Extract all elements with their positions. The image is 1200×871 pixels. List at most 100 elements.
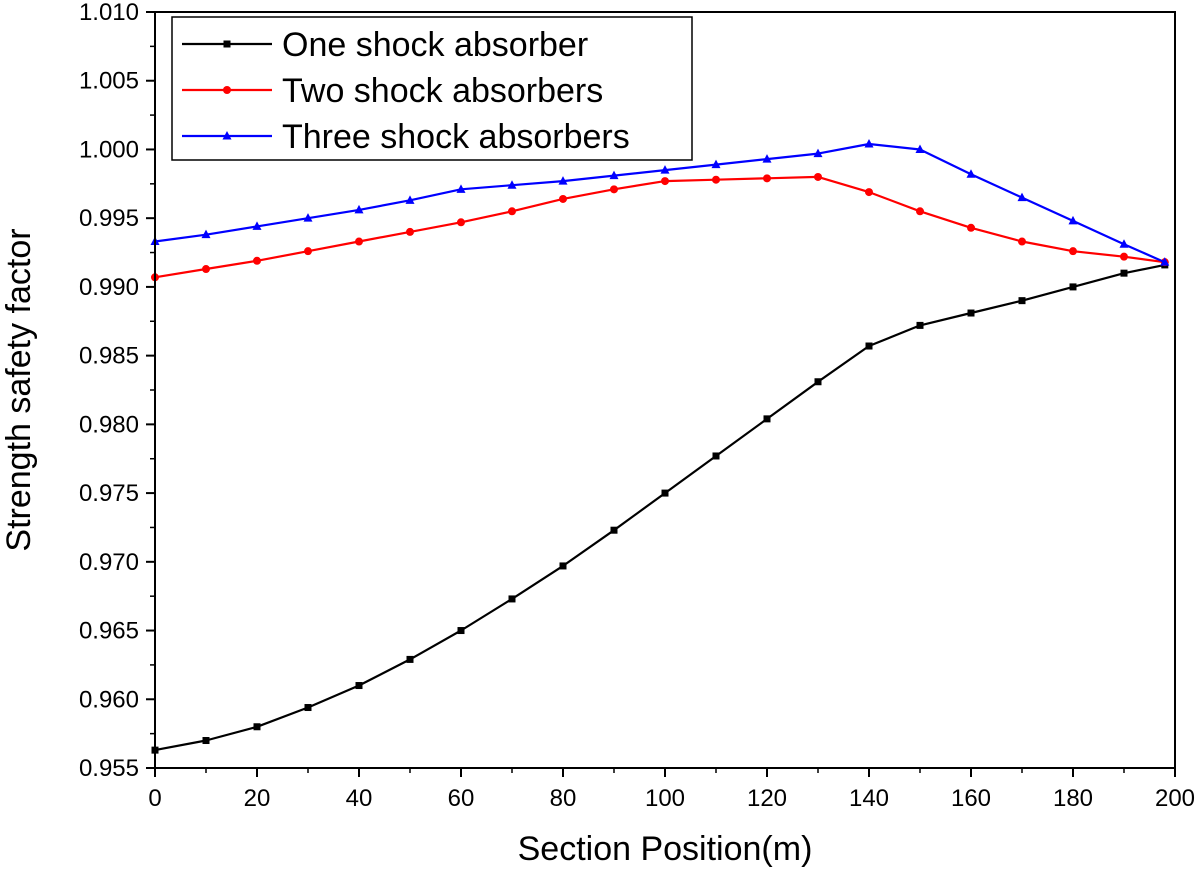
data-point — [202, 737, 210, 745]
series-2 — [151, 172, 1169, 282]
x-tick-label: 60 — [448, 785, 475, 812]
data-point — [966, 169, 976, 178]
data-point — [252, 221, 262, 230]
plot-area-frame — [154, 11, 1176, 769]
data-point — [1119, 239, 1129, 248]
y-tick-label: 0.985 — [79, 343, 139, 370]
data-point — [712, 452, 720, 460]
data-point — [711, 159, 721, 169]
legend-marker — [223, 86, 231, 94]
data-point — [507, 180, 517, 189]
data-point — [967, 223, 975, 232]
data-point — [457, 627, 465, 635]
series-1 — [151, 261, 1169, 754]
x-axis-title: Section Position(m) — [518, 830, 813, 868]
x-tick-label: 160 — [951, 785, 991, 812]
y-tick-label: 1.005 — [79, 68, 139, 95]
data-point — [814, 378, 822, 386]
y-tick-label: 1.000 — [79, 136, 139, 163]
data-point — [1120, 252, 1128, 261]
data-point — [661, 489, 669, 497]
data-point — [355, 237, 363, 246]
data-point — [660, 165, 670, 174]
data-point — [406, 655, 414, 663]
legend-label: Two shock absorbers — [282, 72, 603, 110]
series-line — [154, 263, 1166, 752]
legend-label: One shock absorber — [282, 26, 588, 64]
data-point — [1069, 283, 1077, 291]
data-point — [1017, 192, 1027, 202]
data-point — [763, 415, 771, 423]
series-3 — [150, 138, 1170, 266]
x-tick-label: 200 — [1155, 785, 1195, 812]
x-tick-label: 0 — [148, 785, 161, 812]
data-point — [1018, 297, 1026, 305]
data-point — [762, 154, 772, 163]
data-point — [508, 207, 516, 216]
data-point — [559, 562, 567, 570]
data-point — [865, 188, 873, 197]
y-tick-label: 0.980 — [79, 411, 139, 438]
legend: One shock absorber Two shock absorbers Thr… — [171, 16, 693, 161]
data-point — [559, 194, 567, 203]
y-tick-label: 0.955 — [79, 755, 139, 782]
data-point — [508, 595, 516, 603]
data-point — [967, 309, 975, 317]
data-point — [712, 175, 720, 184]
data-point — [1018, 237, 1026, 246]
axis-ticks: 0 20 40 60 80 100 120 140 160 180 200 0.955 0.960 0.9… — [79, 0, 1195, 812]
x-tick-label: 80 — [550, 785, 577, 812]
series-lines — [150, 138, 1170, 754]
data-point — [1068, 215, 1078, 225]
x-tick-label: 180 — [1053, 785, 1093, 812]
data-point — [609, 170, 619, 180]
x-tick-label: 140 — [849, 785, 889, 812]
y-tick-label: 0.990 — [79, 274, 139, 301]
data-point — [610, 526, 618, 534]
y-tick-label: 1.010 — [79, 0, 139, 26]
x-tick-label: 20 — [244, 785, 271, 812]
data-point — [456, 184, 466, 193]
y-axis-title: Strength safety factor — [0, 228, 38, 551]
data-point — [763, 174, 771, 183]
legend-marker — [223, 40, 231, 48]
data-point — [355, 682, 363, 690]
data-point — [405, 195, 415, 204]
data-point — [354, 204, 364, 214]
data-point — [661, 177, 669, 186]
y-tick-label: 0.995 — [79, 205, 139, 232]
x-tick-label: 40 — [346, 785, 373, 812]
data-point — [1069, 247, 1077, 256]
data-point — [303, 213, 313, 222]
x-tick-label: 100 — [645, 785, 685, 812]
data-point — [202, 265, 210, 274]
data-point — [253, 723, 261, 731]
data-point — [457, 218, 465, 227]
data-point — [610, 185, 618, 194]
data-point — [406, 227, 414, 236]
data-point — [865, 342, 873, 350]
series-line — [154, 142, 1166, 264]
y-tick-label: 0.965 — [79, 618, 139, 645]
data-point — [915, 144, 925, 153]
series-line — [154, 175, 1165, 279]
data-point — [814, 172, 822, 181]
y-tick-label: 0.975 — [79, 480, 139, 507]
data-point — [1120, 269, 1128, 277]
data-point — [864, 138, 874, 148]
legend-marker — [222, 131, 232, 140]
y-tick-label: 0.960 — [79, 686, 139, 713]
data-point — [253, 256, 261, 265]
data-point — [201, 229, 211, 239]
x-tick-label: 120 — [747, 785, 787, 812]
y-tick-label: 0.970 — [79, 549, 139, 576]
data-point — [558, 176, 568, 185]
data-point — [916, 321, 924, 329]
data-point — [1160, 257, 1170, 266]
data-point — [813, 148, 823, 158]
data-point — [304, 704, 312, 712]
legend-label: Three shock absorbers — [282, 118, 630, 156]
data-point — [304, 247, 312, 256]
data-point — [916, 207, 924, 216]
